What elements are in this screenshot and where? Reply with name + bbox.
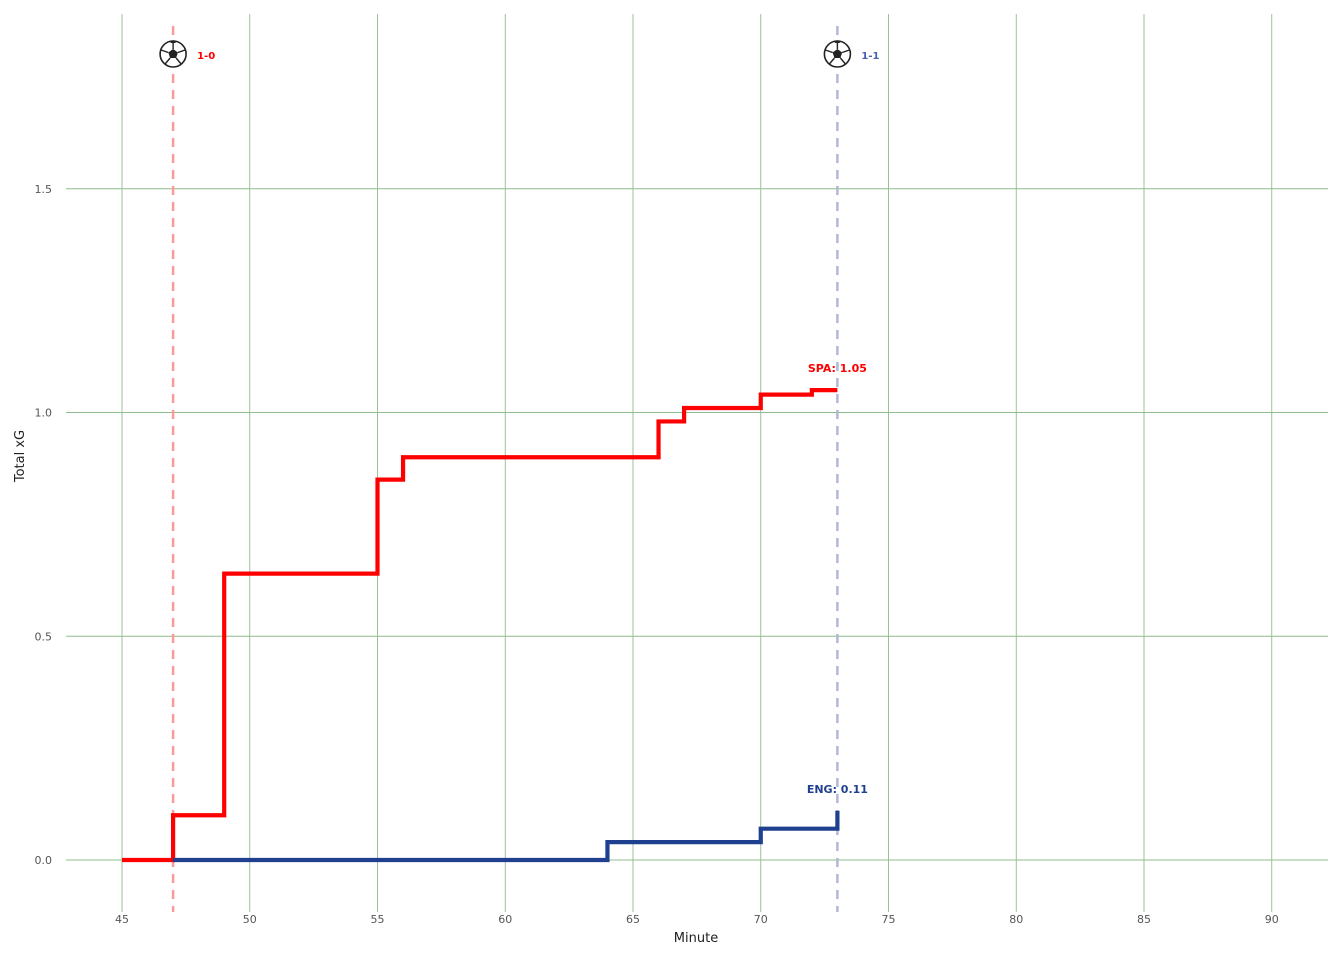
x-tick-label: 50 <box>243 913 257 926</box>
x-tick-label: 45 <box>115 913 129 926</box>
grid <box>66 14 1328 912</box>
soccer-ball-patch <box>168 49 178 58</box>
end-label-spa: SPA: 1.05 <box>808 362 867 375</box>
y-tick-label: 0.0 <box>35 854 53 867</box>
goal-score-label: 1-0 <box>197 51 215 62</box>
series-line-eng <box>173 810 840 863</box>
soccer-ball-seams <box>825 41 850 65</box>
x-tick-label: 65 <box>626 913 640 926</box>
x-tick-label: 85 <box>1137 913 1151 926</box>
y-tick-label: 1.5 <box>35 183 53 196</box>
y-axis-title: Total xG <box>13 430 28 483</box>
series-line-spa <box>122 388 838 863</box>
end-label-eng: ENG: 0.11 <box>807 783 868 796</box>
x-tick-label: 75 <box>882 913 896 926</box>
x-tick-label: 70 <box>754 913 768 926</box>
soccer-ball-icon <box>157 39 190 69</box>
y-tick-label: 0.5 <box>35 630 53 643</box>
x-tick-label: 80 <box>1009 913 1023 926</box>
tick-labels: 45 50 55 60 65 70 75 80 85 90 0.0 0.5 1.0 1.5 <box>35 183 1279 926</box>
goal-score-label: 1-1 <box>861 51 879 62</box>
series-lines <box>122 388 840 863</box>
soccer-ball-patch <box>833 40 842 43</box>
x-tick-label: 55 <box>371 913 385 926</box>
soccer-ball-patch <box>169 40 178 43</box>
x-axis-title: Minute <box>674 931 718 946</box>
soccer-ball-icon <box>821 39 854 69</box>
soccer-ball-seams <box>160 41 186 65</box>
x-tick-label: 90 <box>1265 913 1279 926</box>
x-tick-label: 60 <box>498 913 512 926</box>
goal-markers: 1-0 1-1 <box>157 26 880 912</box>
soccer-ball-patch <box>832 49 843 58</box>
y-tick-label: 1.0 <box>35 407 53 420</box>
end-labels: SPA: 1.05 ENG: 0.11 <box>807 362 868 796</box>
